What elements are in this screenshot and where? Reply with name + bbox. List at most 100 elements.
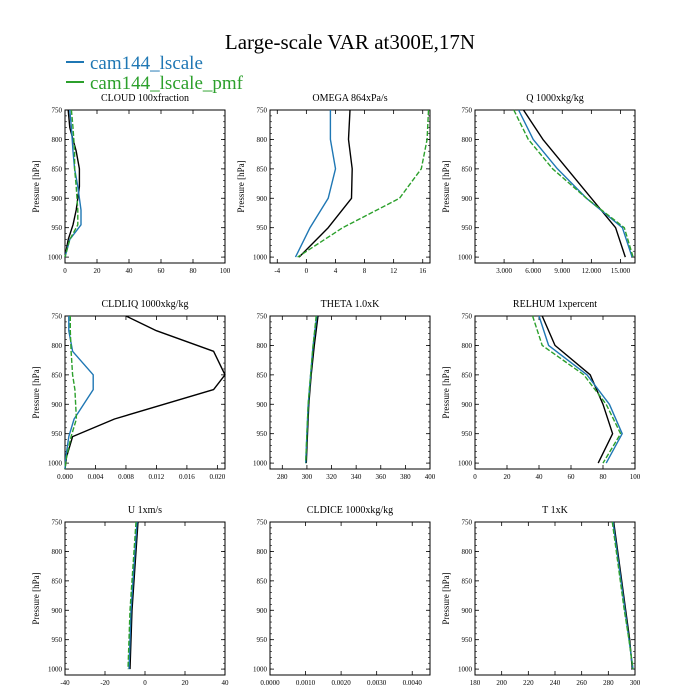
y-tick-label: 800	[462, 548, 473, 556]
y-tick-label: 750	[52, 107, 63, 115]
y-tick-label: 750	[52, 519, 63, 527]
y-axis-label: Pressure [hPa]	[441, 572, 451, 624]
x-tick-label: 9.000	[554, 267, 570, 275]
x-tick-label: 3.000	[496, 267, 512, 275]
x-tick-label: 180	[470, 679, 481, 687]
x-tick-label: 0.004	[88, 473, 104, 481]
y-tick-label: 950	[257, 224, 268, 232]
x-tick-label: 60	[158, 267, 166, 275]
y-tick-label: 750	[257, 519, 268, 527]
x-tick-label: 260	[576, 679, 587, 687]
y-tick-label: 850	[257, 165, 268, 173]
panel-5: THETA 1.0xK 750 800 850 900 950 1000 280 300 320 3…	[253, 299, 436, 481]
x-tick-label: 0.016	[179, 473, 195, 481]
series-line-2	[517, 109, 633, 258]
panel-8: CLDICE 1000xkg/kg 750 800 850 900 950 1000 0.00…	[253, 505, 431, 687]
x-tick-label: 100	[630, 473, 641, 481]
x-tick-label: 40	[222, 679, 230, 687]
y-tick-label: 750	[462, 107, 473, 115]
x-tick-label: 340	[351, 473, 362, 481]
y-tick-label: 800	[257, 548, 268, 556]
series-line-3	[127, 521, 137, 670]
y-tick-label: 900	[462, 401, 473, 409]
series-line-2	[64, 109, 82, 258]
x-tick-label: 80	[190, 267, 198, 275]
legend-label-lscale: cam144_lscale	[90, 53, 203, 74]
panel-3: Q 1000xkg/kg Pressure [hPa] 750 800 850 900 95…	[441, 93, 636, 275]
y-tick-label: 850	[462, 165, 473, 173]
y-tick-label: 900	[257, 607, 268, 615]
plot-frame	[269, 315, 431, 470]
x-tick-label: 0	[143, 679, 147, 687]
y-axis-label: Pressure [hPa]	[31, 572, 41, 624]
x-tick-label: 20	[504, 473, 512, 481]
series-line-2	[294, 110, 337, 258]
y-tick-label: 950	[257, 636, 268, 644]
y-tick-label: 800	[257, 342, 268, 350]
x-tick-label: 0.020	[210, 473, 226, 481]
panel-title: Q 1000xkg/kg	[526, 93, 584, 104]
y-axis-label: Pressure [hPa]	[441, 366, 451, 418]
x-tick-label: 0	[63, 267, 67, 275]
x-tick-label: 12.000	[582, 267, 602, 275]
y-tick-label: 750	[257, 107, 268, 115]
y-tick-label: 850	[52, 577, 63, 585]
series-line-1	[298, 109, 353, 258]
x-tick-label: 280	[603, 679, 614, 687]
series-line-1	[64, 315, 226, 470]
series-line-2	[128, 521, 138, 670]
panel-2: OMEGA 864xPa/s Pressure [hPa] 750 800 850 900…	[236, 93, 431, 275]
panel-9: T 1xK Pressure [hPa] 750 800 850 900 950 1000 18…	[441, 505, 641, 687]
plot-frame	[474, 315, 636, 470]
y-tick-label: 850	[462, 577, 473, 585]
panel-title: U 1xm/s	[128, 505, 162, 516]
x-tick-label: 280	[277, 473, 288, 481]
plot-frame	[64, 109, 226, 264]
panel-4: CLDLIQ 1000xkg/kg Pressure [hPa] 750 800 850…	[31, 299, 226, 481]
x-tick-label: 320	[326, 473, 337, 481]
panel-title: CLOUD 100xfraction	[101, 93, 189, 104]
x-tick-label: 60	[568, 473, 576, 481]
y-tick-label: 900	[52, 607, 63, 615]
panel-7: U 1xm/s Pressure [hPa] 750 800 850 900 950 1000…	[31, 505, 229, 687]
x-tick-label: 15.000	[611, 267, 631, 275]
y-tick-label: 850	[52, 165, 63, 173]
x-tick-label: 220	[523, 679, 534, 687]
plot-frame	[474, 109, 636, 264]
y-tick-label: 1000	[253, 254, 268, 262]
x-tick-label: 20	[94, 267, 102, 275]
plot-frame	[269, 109, 431, 264]
y-tick-label: 900	[462, 195, 473, 203]
legend: cam144_lscale cam144_lscale_pmf	[66, 53, 244, 94]
x-tick-label: 0.0000	[260, 679, 280, 687]
series-line-1	[305, 315, 319, 464]
series-line-1	[522, 109, 626, 258]
y-tick-label: 750	[52, 313, 63, 321]
y-tick-label: 1000	[48, 666, 63, 674]
series-line-2	[538, 315, 623, 464]
y-tick-label: 750	[462, 313, 473, 321]
series-line-3	[64, 109, 79, 258]
x-tick-label: 0	[473, 473, 477, 481]
series-line-1	[541, 315, 614, 464]
y-tick-label: 900	[257, 195, 268, 203]
x-tick-label: -4	[274, 267, 280, 275]
x-tick-label: 0.012	[149, 473, 165, 481]
legend-label-lscale-pmf: cam144_lscale_pmf	[90, 73, 244, 94]
y-tick-label: 1000	[253, 460, 268, 468]
y-tick-label: 800	[257, 136, 268, 144]
x-tick-label: -40	[60, 679, 70, 687]
plot-frame	[269, 521, 431, 676]
panel-title: OMEGA 864xPa/s	[312, 93, 387, 104]
figure-title: Large-scale VAR at300E,17N	[225, 30, 475, 54]
y-tick-label: 800	[462, 136, 473, 144]
x-tick-label: 80	[600, 473, 608, 481]
y-tick-label: 950	[462, 636, 473, 644]
x-tick-label: 380	[400, 473, 411, 481]
x-tick-label: 100	[220, 267, 231, 275]
series-line-3	[297, 109, 430, 258]
x-tick-label: 240	[550, 679, 561, 687]
